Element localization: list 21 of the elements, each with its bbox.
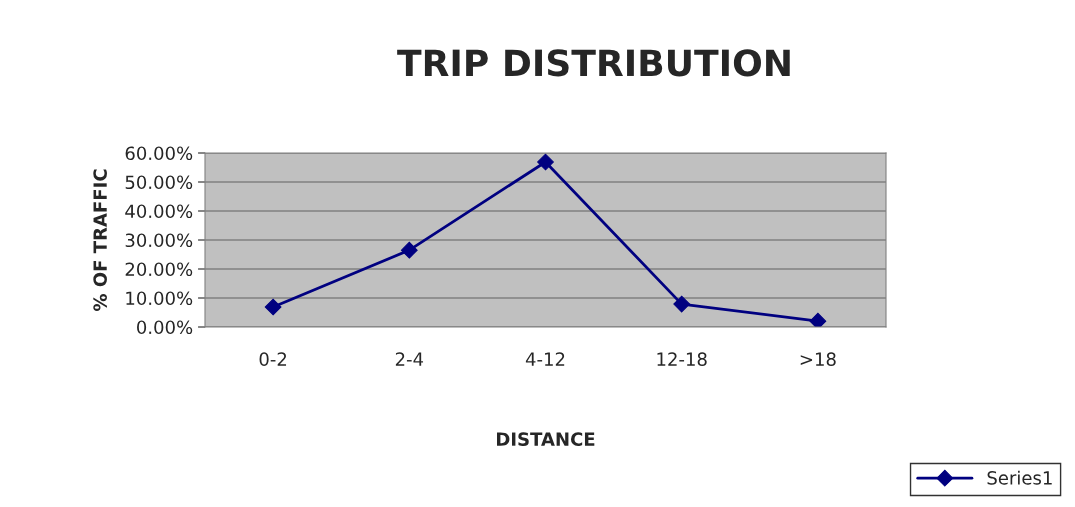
- y-tick-label: 40.00%: [125, 204, 193, 219]
- point: [537, 153, 554, 171]
- x-tick-label: 2-4: [395, 352, 424, 366]
- y-tick-label: 50.00%: [125, 175, 193, 190]
- y-tick-label: 0.00%: [137, 320, 193, 335]
- x-axis-title: DISTANCE: [497, 432, 595, 446]
- legend-label: Series1: [987, 470, 1052, 485]
- x-tick-label: 0-2: [259, 352, 287, 366]
- point: [809, 312, 827, 327]
- x-tick-label: 12-18: [657, 352, 707, 366]
- point: [400, 241, 418, 259]
- x-tick-label: 4-12: [525, 352, 565, 366]
- y-tick-label: 10.00%: [126, 291, 193, 306]
- y-tick-label: 60.00%: [125, 146, 193, 161]
- y-axis-title: % OF TRAFFIC: [93, 169, 107, 312]
- chart-title: TRIP DISTRIBUTION: [397, 49, 790, 77]
- x-tick-label: >18: [800, 352, 836, 366]
- y-tick-label: 30.00%: [125, 233, 193, 248]
- point: [673, 295, 691, 313]
- point: [264, 298, 282, 316]
- y-tick-label: 20.00%: [125, 262, 193, 277]
